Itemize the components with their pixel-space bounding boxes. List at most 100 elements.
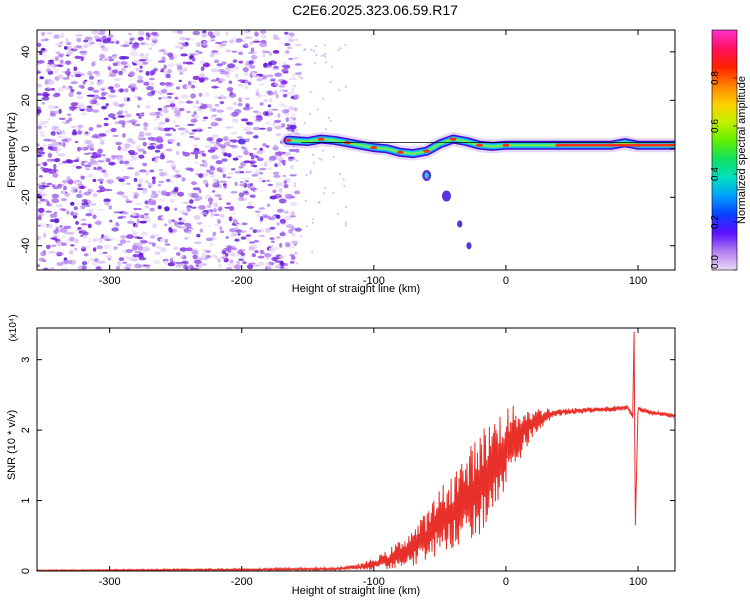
noise-dot <box>46 244 51 250</box>
noise-dot <box>126 240 131 243</box>
noise-dot <box>229 228 237 233</box>
noise-dot <box>124 88 129 93</box>
noise-dot <box>263 99 268 102</box>
noise-dot <box>136 79 144 84</box>
noise-dot <box>258 234 265 238</box>
noise-dot <box>240 80 246 84</box>
noise-dot <box>163 260 169 264</box>
noise-dot <box>265 256 270 260</box>
noise-dot <box>144 200 149 205</box>
noise-dot <box>146 86 154 91</box>
noise-dot <box>164 243 171 246</box>
noise-dot <box>249 152 254 157</box>
noise-dot <box>137 183 142 188</box>
noise-dot <box>77 130 83 135</box>
noise-dot <box>70 244 75 247</box>
noise-dot <box>133 177 138 182</box>
noise-dot <box>258 207 265 210</box>
noise-dot <box>62 259 70 265</box>
noise-dot <box>261 75 268 80</box>
noise-dot <box>75 158 80 163</box>
noise-dot <box>243 147 248 151</box>
noise-dot <box>250 185 254 189</box>
sparse-dot <box>324 61 327 64</box>
noise-dot <box>65 159 72 162</box>
noise-dot <box>110 127 117 133</box>
noise-dot <box>270 79 276 82</box>
sparse-dot <box>336 212 340 215</box>
noise-dot <box>202 62 210 68</box>
sparse-dot <box>322 53 325 57</box>
noise-dot <box>174 124 180 128</box>
noise-dot <box>61 208 67 212</box>
noise-dot <box>204 91 210 97</box>
x-tick-label: 0 <box>503 576 509 588</box>
noise-dot <box>83 39 89 43</box>
noise-dot <box>124 143 131 148</box>
noise-dot <box>73 206 79 211</box>
noise-dot <box>242 177 251 180</box>
noise-dot <box>80 56 84 62</box>
noise-dot <box>229 245 237 249</box>
noise-dot <box>211 85 218 89</box>
noise-dot <box>132 242 141 246</box>
noise-dot <box>139 61 144 66</box>
noise-dot <box>174 54 178 60</box>
noise-dot <box>210 68 219 73</box>
sparse-dot <box>324 55 327 58</box>
noise-dot <box>209 108 214 112</box>
noise-dot <box>284 31 289 35</box>
noise-dot <box>121 181 127 186</box>
noise-dot <box>85 168 90 171</box>
noise-dot <box>274 264 282 269</box>
noise-dot <box>239 255 246 259</box>
noise-dot <box>37 125 42 130</box>
ridge-peak <box>317 137 325 141</box>
noise-dot <box>254 38 259 41</box>
noise-dot <box>230 168 236 171</box>
noise-dot <box>264 253 272 258</box>
noise-dot <box>117 261 122 266</box>
noise-dot <box>212 86 220 89</box>
noise-dot <box>214 59 220 64</box>
noise-dot <box>85 204 91 207</box>
noise-dot <box>54 110 59 114</box>
sparse-dot <box>312 218 315 221</box>
noise-dot <box>262 111 269 116</box>
noise-dot <box>193 198 200 202</box>
noise-dot <box>281 80 288 85</box>
spectrogram-frame <box>36 29 676 271</box>
noise-dot <box>47 61 55 65</box>
noise-dot <box>200 66 205 71</box>
noise-dot <box>131 87 136 92</box>
noise-dot <box>177 100 186 104</box>
sparse-dot <box>295 38 298 41</box>
noise-dot <box>294 63 302 66</box>
noise-dot <box>167 96 172 99</box>
noise-dot <box>45 95 49 98</box>
noise-dot <box>41 96 50 101</box>
noise-dot <box>164 118 170 123</box>
noise-dot <box>158 97 162 100</box>
noise-dot <box>282 151 286 154</box>
noise-dot <box>39 76 44 80</box>
noise-dot <box>218 263 222 268</box>
noise-dot <box>192 187 201 191</box>
noise-dot <box>189 135 195 139</box>
noise-dot <box>221 250 227 255</box>
noise-dot <box>137 148 145 152</box>
noise-dot <box>102 157 107 163</box>
noise-dot <box>193 215 201 220</box>
noise-dot <box>242 106 251 111</box>
noise-dot <box>200 104 208 109</box>
noise-dot <box>214 103 220 107</box>
noise-dot <box>144 217 151 223</box>
noise-dot <box>198 92 203 97</box>
sparse-dot <box>315 54 318 57</box>
noise-dot <box>44 87 52 92</box>
noise-dot <box>157 205 162 210</box>
noise-dot <box>218 206 223 211</box>
noise-dot <box>237 136 243 139</box>
noise-dot <box>169 103 176 108</box>
